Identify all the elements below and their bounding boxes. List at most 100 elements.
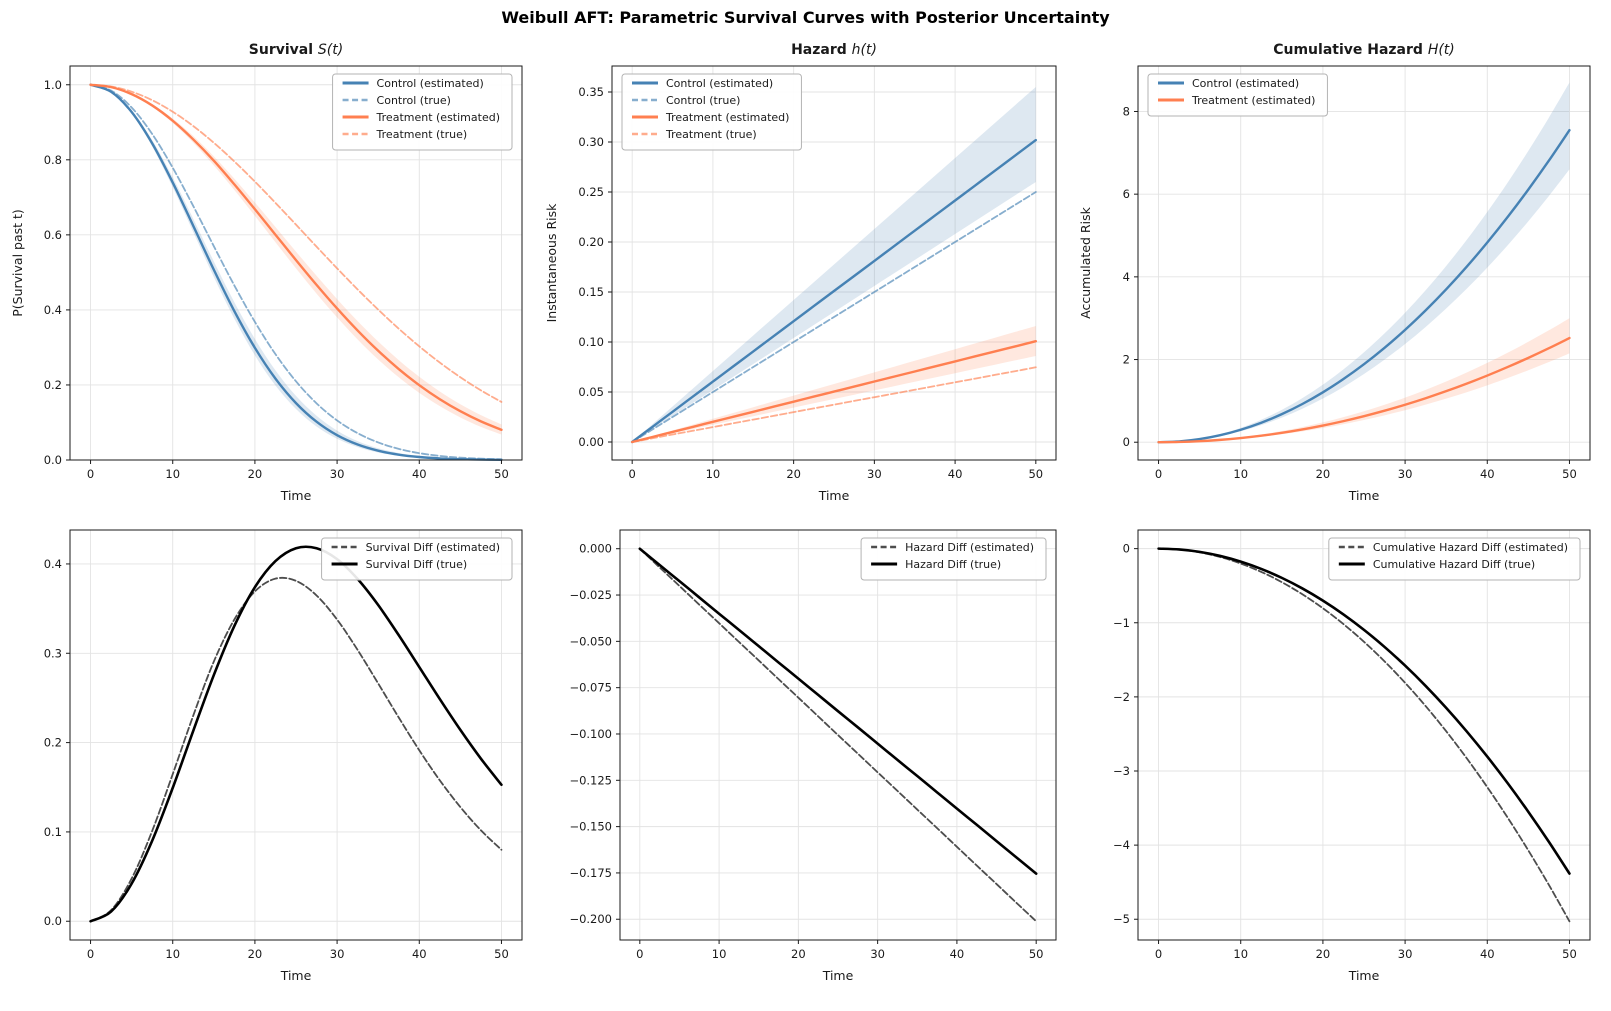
x-tick-label: 0 [1155, 467, 1162, 481]
legend-box [1147, 73, 1328, 117]
y-tick-label: 0.25 [578, 185, 604, 199]
y-tick-label: −0.100 [569, 727, 612, 741]
x-tick-label: 30 [330, 467, 345, 481]
x-axis-label: Time [280, 488, 312, 503]
y-tick-label: 0.30 [578, 135, 604, 149]
axes-spines [619, 529, 1057, 941]
x-tick-label: 20 [791, 947, 806, 961]
x-tick-label: 0 [629, 467, 636, 481]
legend-label: Control (estimated) [666, 77, 773, 90]
legend-label: Hazard Diff (true) [905, 558, 1001, 571]
x-tick-label: 30 [1398, 947, 1413, 961]
y-tick-label: 0.000 [579, 542, 612, 556]
figure-title: Weibull AFT: Parametric Survival Curves … [501, 8, 1110, 27]
x-tick-label: 20 [1316, 467, 1331, 481]
y-tick-label: 0.8 [44, 153, 62, 167]
y-tick-label: 0 [1123, 542, 1130, 556]
axis-ticks: 0 10 20 30 40 50 0 −1 −2 −3 −4 −5 [1113, 542, 1577, 961]
series-control-estimated [89, 83, 503, 462]
axis-ticks: 0 10 20 30 40 50 0.00 0.05 0.10 0.15 0.20 0.25 0.30 0… [578, 85, 1043, 481]
y-tick-label: −0.150 [569, 820, 612, 834]
axes-spines [1137, 529, 1591, 941]
series-cumulative-hazard-diff-estimated [1157, 547, 1571, 923]
x-axis-label: Time [280, 968, 312, 983]
x-tick-label: 0 [87, 947, 94, 961]
treatment-credible-band [1158, 318, 1570, 443]
panel-survival-diff: 0 10 20 30 40 50 0.0 0.1 0.2 0.3 0.4 Time Survival D… [8, 516, 535, 990]
y-tick-label: 4 [1123, 270, 1130, 284]
series-control-estimated [630, 138, 1038, 444]
legend-box [332, 73, 513, 151]
legend: Cumulative Hazard Diff (estimated) Cumula… [1328, 537, 1581, 581]
x-tick-label: 20 [248, 467, 263, 481]
x-tick-label: 40 [950, 947, 965, 961]
legend: Control (estimated) Control (true) Treatme… [332, 73, 513, 151]
x-tick-label: 40 [412, 467, 427, 481]
x-tick-label: 50 [494, 947, 509, 961]
grid [1138, 66, 1590, 460]
legend-label: Control (estimated) [1192, 77, 1299, 90]
legend-label: Survival Diff (true) [366, 558, 468, 571]
legend-label: Control (estimated) [377, 77, 484, 90]
x-tick-label: 40 [1480, 467, 1495, 481]
x-tick-label: 20 [786, 467, 801, 481]
legend: Survival Diff (estimated) Survival Diff (… [321, 537, 513, 581]
series-hazard-diff-estimated [638, 547, 1038, 923]
y-tick-label: −4 [1113, 838, 1130, 852]
y-axis-label: Instantaneous Risk [544, 203, 559, 323]
panel-cumulative-hazard-diff: 0 10 20 30 40 50 0 −1 −2 −3 −4 −5 Time Cumulative Haz… [1076, 516, 1603, 990]
x-axis-label: Time [818, 488, 850, 503]
series-control-true [631, 191, 1037, 443]
legend: Control (estimated) Control (true) Treatme… [621, 73, 802, 151]
legend-label: Hazard Diff (estimated) [905, 541, 1034, 554]
y-tick-label: 0.35 [578, 85, 604, 99]
panel-grid: 0 10 20 30 40 50 0.0 0.2 0.4 0.6 0.8 1.0 Time P(Survi… [8, 32, 1603, 990]
panel-hazard-diff: 0 10 20 30 40 50 0.000 −0.025 −0.050 −0.075 −0.100… [542, 516, 1069, 990]
y-tick-label: 0.1 [44, 825, 62, 839]
x-axis-label: Time [1348, 968, 1380, 983]
x-tick-label: 10 [165, 947, 180, 961]
x-tick-label: 0 [636, 947, 643, 961]
series-control-true [89, 83, 503, 461]
panel-cumulative-hazard: 0 10 20 30 40 50 0 2 4 6 8 Time Accumulated Risk Cumu… [1076, 32, 1603, 510]
y-tick-label: 2 [1123, 353, 1130, 367]
y-tick-label: −1 [1113, 616, 1130, 630]
grid [70, 530, 522, 940]
y-tick-label: −0.075 [569, 681, 612, 695]
legend-box [621, 73, 802, 151]
legend: Control (estimated) Treatment (estimated) [1147, 73, 1328, 117]
y-tick-label: −0.025 [569, 588, 612, 602]
y-tick-label: −0.175 [569, 866, 612, 880]
y-tick-label: 0.05 [578, 385, 604, 399]
x-tick-label: 30 [330, 947, 345, 961]
x-tick-label: 0 [1155, 947, 1162, 961]
y-axis-label: P(Survival past t) [10, 209, 25, 317]
x-tick-label: 40 [412, 947, 427, 961]
y-tick-label: −0.200 [569, 912, 612, 926]
series-treatment-estimated [89, 83, 503, 431]
panel-hazard: 0 10 20 30 40 50 0.00 0.05 0.10 0.15 0.20 0.25 0.30 0… [542, 32, 1069, 510]
y-tick-label: −2 [1113, 690, 1130, 704]
control-credible-band [632, 87, 1036, 442]
y-tick-label: −0.050 [569, 634, 612, 648]
x-tick-label: 50 [1028, 467, 1043, 481]
series-cumulative-hazard-diff-true [1157, 547, 1571, 875]
x-tick-label: 50 [494, 467, 509, 481]
axis-ticks: 0 10 20 30 40 50 0.0 0.2 0.4 0.6 0.8 1.0 [44, 78, 509, 481]
grid [1138, 530, 1590, 940]
y-tick-label: 1.0 [44, 78, 62, 92]
legend: Hazard Diff (estimated) Hazard Diff (true… [860, 537, 1047, 581]
series-survival-diff-true [89, 545, 503, 923]
legend-label: Treatment (true) [665, 128, 757, 141]
y-tick-label: 8 [1123, 104, 1130, 118]
axes-spines [611, 65, 1057, 461]
y-tick-label: 0.0 [44, 914, 62, 928]
y-tick-label: 6 [1123, 187, 1130, 201]
x-tick-label: 20 [1316, 947, 1331, 961]
y-tick-label: 0 [1123, 435, 1130, 449]
x-tick-label: 0 [87, 467, 94, 481]
y-tick-label: 0.00 [578, 435, 604, 449]
axis-ticks: 0 10 20 30 40 50 0.000 −0.025 −0.050 −0.075 −0.100… [569, 542, 1043, 961]
y-tick-label: 0.4 [44, 303, 62, 317]
y-tick-label: 0.2 [44, 736, 62, 750]
